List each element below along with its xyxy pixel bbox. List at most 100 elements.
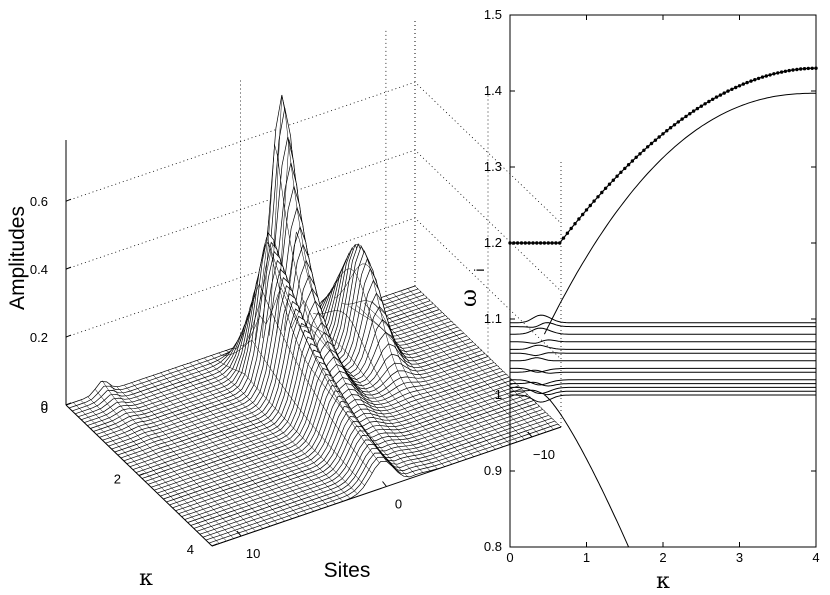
branch-point [527,241,531,245]
branch-point [515,241,520,245]
z-tick [65,334,72,338]
x-tick-label: 2 [659,550,666,565]
branch-point [581,212,585,217]
z-tick-label: 0 [41,398,48,413]
branch-point [730,87,734,92]
branch-point [600,190,604,195]
surface-column [109,384,256,532]
surface-column [327,243,474,457]
x-tick-label: 1 [583,550,590,565]
z-tick [65,198,72,202]
surface-plot: 0 0.2 0.4 0.6 0 2 4 10 0 −10 Amplitudes Sites κ [6,21,562,591]
band-line [510,381,816,387]
branch-point [691,109,696,113]
surface-column [393,293,540,435]
branch-point [554,241,558,245]
branch-point [626,163,631,167]
surface-column [385,295,533,438]
branch-point [558,241,562,245]
branch-point [753,78,757,82]
surface-column [254,240,402,475]
kappa-axis-label-left: κ [139,566,153,591]
band-line [510,369,816,374]
band-line [510,344,816,350]
surface-column [182,365,329,507]
surface-mesh [65,94,562,552]
surface-column [240,239,387,462]
kappa-tick-label: 2 [114,472,121,487]
site-tick-label: 0 [395,497,402,512]
z-tick-label: 0.4 [30,262,48,277]
branch-point [611,178,615,182]
branch-point [802,67,807,71]
branch-point [760,75,765,79]
surface-column [276,139,424,473]
surface-column [218,339,365,486]
y-tick-label: 1.3 [484,159,502,174]
kappa-tick [211,543,218,547]
branch-point [565,231,570,235]
branch-point [546,241,550,245]
branch-point [535,241,539,245]
surface-fill [212,427,561,552]
branch-point [538,241,543,245]
surface-column [189,362,336,504]
branch-point [779,70,784,74]
surface-column [407,288,554,430]
surface-column [203,357,351,499]
branch-point [695,106,700,111]
branch-point [734,85,738,90]
branch-point [764,74,768,78]
branch-point [531,241,535,245]
band-line [510,357,816,362]
y-tick-label: 1 [495,387,502,402]
branch-point [672,123,677,127]
kappa-tick-label: 0 [41,401,48,416]
svg-text:ω: ω [457,289,482,307]
branch-point [795,67,799,72]
branch-point [703,102,707,106]
branch-point [810,66,814,71]
branch-point [806,66,810,71]
branch-point [603,186,608,190]
surface-column [138,380,285,522]
site-tick-label: 10 [246,546,260,561]
branch-point [523,241,527,245]
x-tick-label: 4 [812,550,819,565]
surface-column [400,290,547,433]
surface-column [298,325,445,467]
surface-column [116,386,264,529]
branch-point [688,112,692,116]
band-line [510,352,816,357]
y-tick-label: 1.4 [484,83,502,98]
branch-point [657,135,661,139]
branch-point [714,95,719,99]
band-line [510,339,816,344]
branch-point [619,170,623,174]
branch-point [768,73,772,77]
branch-point [561,236,566,240]
surface-column [102,380,249,534]
branch-point [596,195,600,199]
branch-point [791,68,795,72]
site-tick [236,530,242,537]
branch-point [569,226,573,231]
back-wall-gridline [65,217,562,360]
surface-column [320,268,467,460]
surface-column [196,360,344,502]
surface-column [349,306,496,450]
branch-point [741,82,745,86]
branch-point [665,129,669,133]
branch-point [711,97,715,102]
surface-column [80,399,227,542]
y-tick-label: 0.8 [484,539,502,554]
marked-branch-line [510,67,816,244]
branch-point [799,67,803,71]
branch-point [749,79,753,83]
branch-point [726,89,730,93]
band-line [510,314,816,324]
y-tick-label: 0.9 [484,463,502,478]
band-line [510,322,816,328]
y-tick-label: 1.5 [484,7,502,22]
